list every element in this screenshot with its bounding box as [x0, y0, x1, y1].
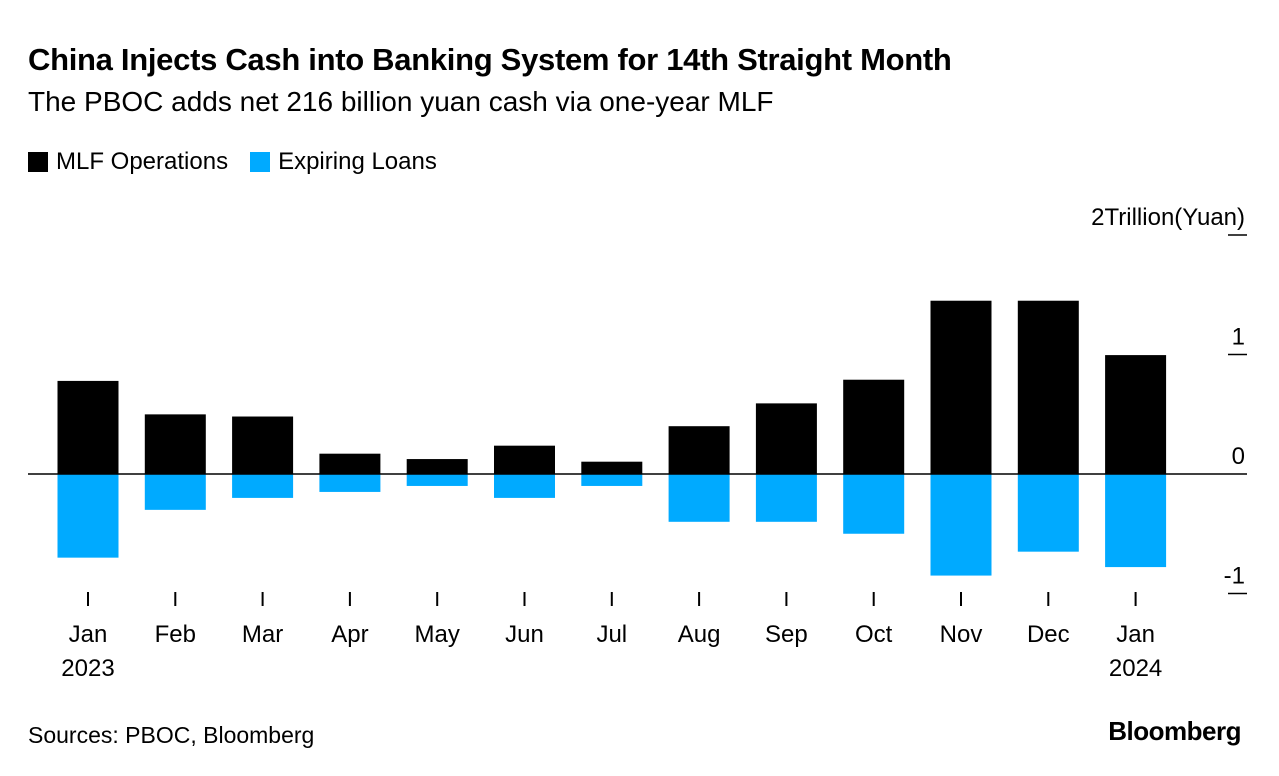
legend-item-expiring: Expiring Loans	[250, 148, 437, 176]
bloomberg-logo: Bloomberg	[1108, 716, 1241, 746]
y-tick-label: -1	[1224, 563, 1245, 590]
x-tick-label: Oct	[855, 621, 893, 648]
x-tick-label: Jul	[596, 621, 627, 648]
x-tick-label: Jun	[505, 621, 544, 648]
x-tick-label: Feb	[155, 621, 196, 648]
bar-expiring-loans	[1105, 474, 1167, 568]
legend-item-mlf: MLF Operations	[28, 148, 228, 176]
legend-label-mlf: MLF Operations	[56, 148, 229, 175]
x-tick-label: Aug	[678, 621, 721, 648]
chart-title: China Injects Cash into Banking System f…	[28, 42, 952, 77]
x-tick-label: Jan	[1116, 621, 1155, 648]
bar-mlf-operations	[494, 445, 555, 474]
source-note: Sources: PBOC, Bloomberg	[28, 722, 315, 748]
x-year-label: 2023	[61, 655, 114, 682]
bar-expiring-loans	[581, 474, 643, 486]
x-tick-label: May	[415, 621, 460, 648]
x-tick-label: Jan	[69, 621, 108, 648]
bar-expiring-loans	[494, 474, 555, 498]
legend-swatch-expiring	[250, 152, 271, 172]
bar-mlf-operations	[406, 459, 468, 474]
bar-expiring-loans	[144, 474, 206, 510]
chart-subtitle: The PBOC adds net 216 billion yuan cash …	[28, 86, 774, 117]
x-tick-label: Nov	[940, 621, 983, 648]
legend-swatch-mlf	[28, 152, 48, 172]
bar-expiring-loans	[57, 474, 119, 558]
x-tick-label: Apr	[331, 621, 368, 648]
bar-mlf-operations	[755, 403, 817, 474]
bar-expiring-loans	[668, 474, 730, 522]
bar-mlf-operations	[668, 426, 730, 474]
y-tick-label: 2Trillion(Yuan)	[1091, 204, 1245, 231]
y-tick-label: 0	[1232, 443, 1245, 470]
bar-mlf-operations	[144, 414, 206, 474]
bar-expiring-loans	[930, 474, 992, 576]
bar-mlf-operations	[581, 461, 643, 474]
bar-expiring-loans	[319, 474, 381, 492]
bar-mlf-operations	[1105, 355, 1167, 474]
legend-label-expiring: Expiring Loans	[278, 148, 437, 175]
legend: MLF Operations Expiring Loans	[28, 148, 437, 176]
bar-expiring-loans	[843, 474, 905, 534]
x-tick-label: Sep	[765, 621, 808, 648]
bar-expiring-loans	[232, 474, 294, 498]
bar-mlf-operations	[232, 416, 294, 474]
x-tick-label: Mar	[242, 621, 283, 648]
bar-mlf-operations	[930, 300, 992, 474]
bar-mlf-operations	[1017, 300, 1079, 474]
bar-expiring-loans	[1017, 474, 1079, 552]
x-year-label: 2024	[1109, 655, 1162, 682]
bar-expiring-loans	[406, 474, 468, 486]
x-tick-label: Dec	[1027, 621, 1070, 648]
bar-mlf-operations	[843, 379, 905, 474]
bar-mlf-operations	[319, 453, 381, 474]
y-tick-label: 1	[1232, 324, 1245, 351]
bar-mlf-operations	[57, 380, 119, 474]
bar-expiring-loans	[755, 474, 817, 522]
